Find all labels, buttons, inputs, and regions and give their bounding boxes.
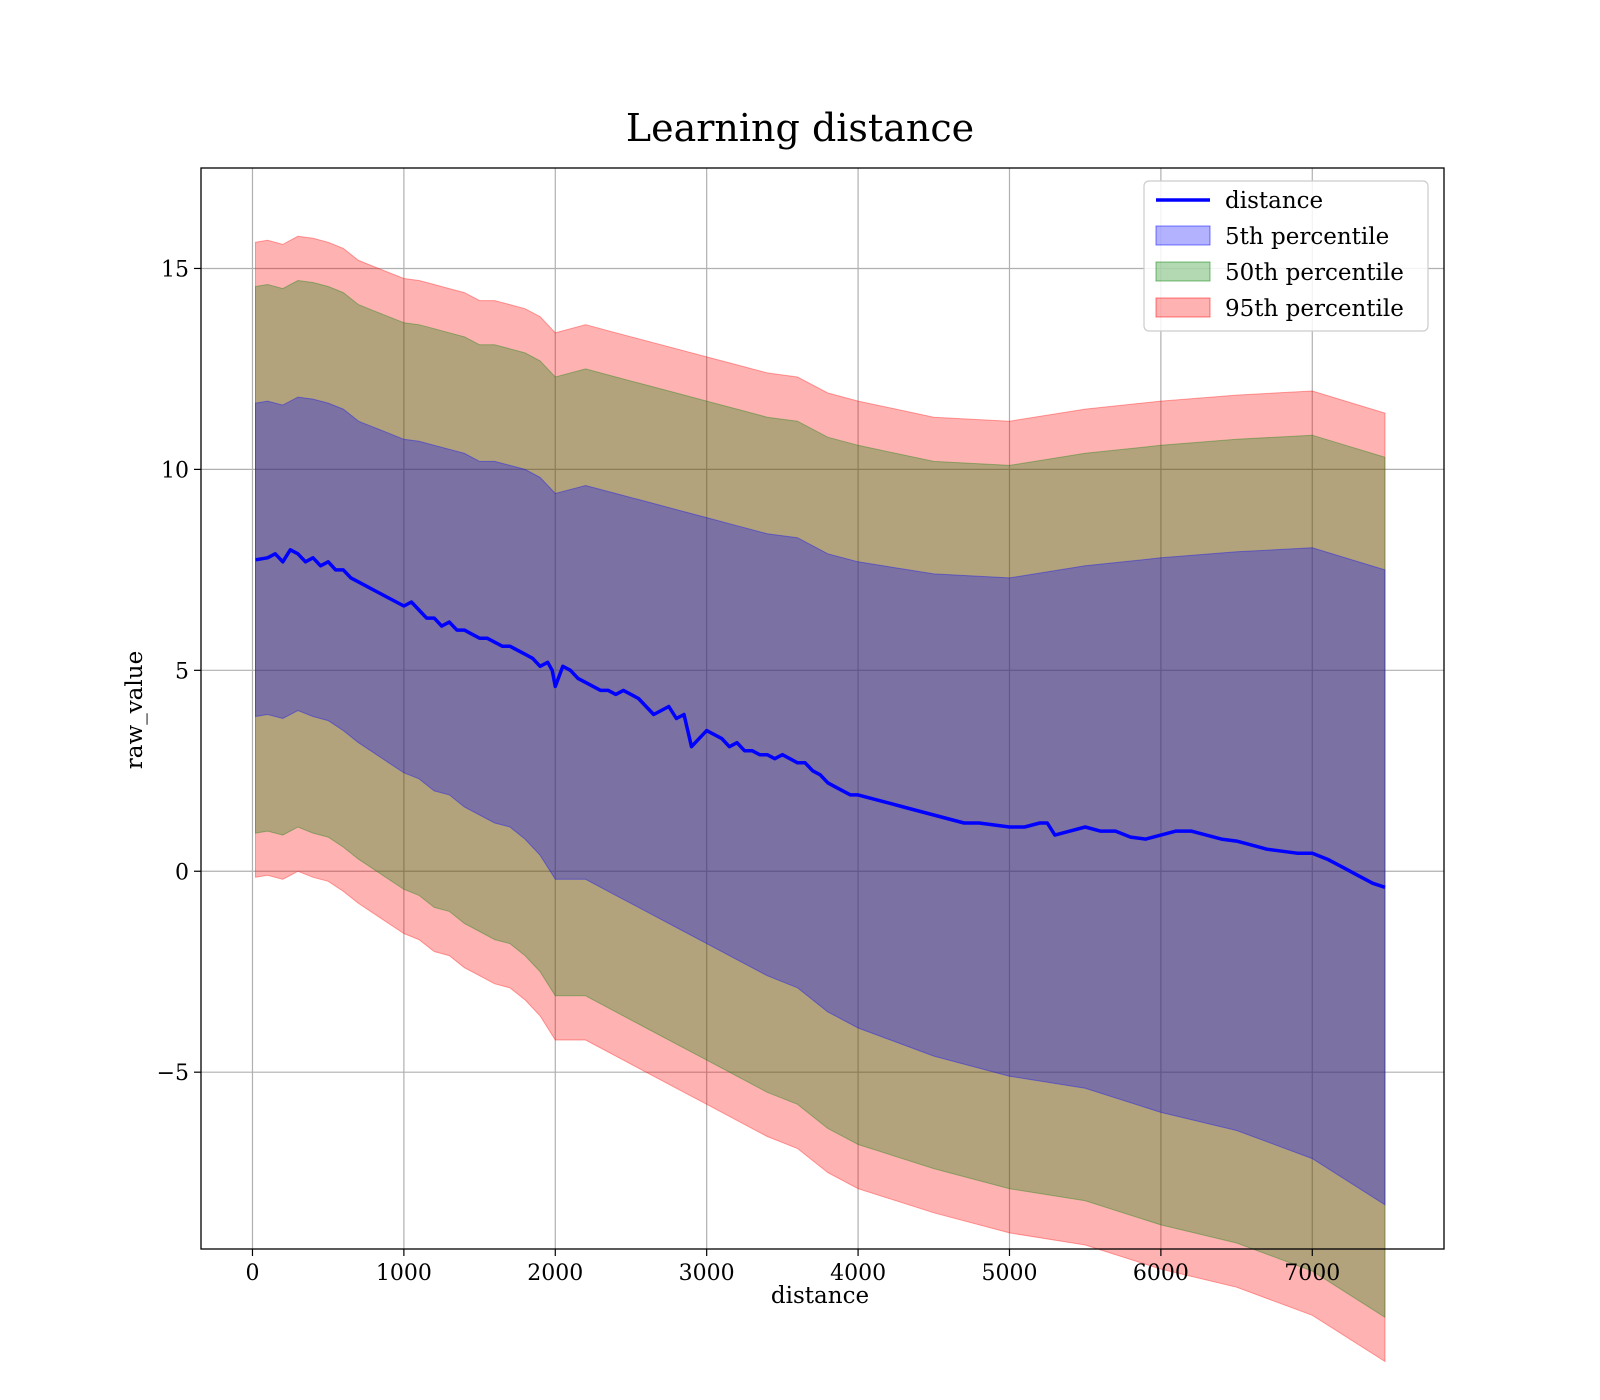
y-tick-label-1: 0 xyxy=(175,860,189,885)
x-tick-label-0: 0 xyxy=(245,1261,259,1286)
x-tick-label-5: 5000 xyxy=(981,1261,1037,1286)
grid-lines xyxy=(201,168,1444,1249)
x-tick-label-7: 7000 xyxy=(1284,1261,1340,1286)
chart-legend: distance 5th percentile 50th percentile … xyxy=(1143,180,1429,332)
x-tick-label-1: 1000 xyxy=(376,1261,432,1286)
y-axis-ticks: −5 0 5 10 15 xyxy=(157,257,201,1086)
y-tick-label-2: 5 xyxy=(175,659,189,684)
band-5th-percentile xyxy=(255,396,1386,1206)
distance-line-layer xyxy=(255,548,1386,889)
x-tick-label-4: 4000 xyxy=(830,1261,886,1286)
distance-line xyxy=(255,548,1386,889)
y-tick-label-4: 15 xyxy=(161,257,189,282)
legend-label-5th: 5th percentile xyxy=(1225,224,1389,250)
legend-label-50th: 50th percentile xyxy=(1225,260,1404,286)
legend-label-95th: 95th percentile xyxy=(1225,296,1404,322)
x-axis-label: distance xyxy=(771,1283,869,1309)
y-axis-label: raw_value xyxy=(122,651,148,769)
y-tick-label-3: 10 xyxy=(161,458,189,483)
band-50th-percentile xyxy=(255,279,1386,1319)
percentile-bands xyxy=(255,235,1386,1363)
band-95th-percentile xyxy=(255,235,1386,1363)
x-tick-label-3: 3000 xyxy=(679,1261,735,1286)
y-tick-label-0: −5 xyxy=(157,1061,189,1086)
x-axis-ticks: 0 1000 2000 3000 4000 5000 6000 7000 xyxy=(245,1249,1340,1286)
legend-swatch-5th xyxy=(1155,225,1211,246)
legend-swatch-50th xyxy=(1155,261,1211,282)
x-tick-label-6: 6000 xyxy=(1133,1261,1189,1286)
legend-swatch-95th xyxy=(1155,297,1211,318)
legend-box xyxy=(1143,180,1429,332)
plot-area-frame xyxy=(200,167,1445,1250)
x-tick-label-2: 2000 xyxy=(527,1261,583,1286)
legend-label-distance: distance xyxy=(1225,188,1323,214)
chart-title: Learning distance xyxy=(626,106,974,150)
